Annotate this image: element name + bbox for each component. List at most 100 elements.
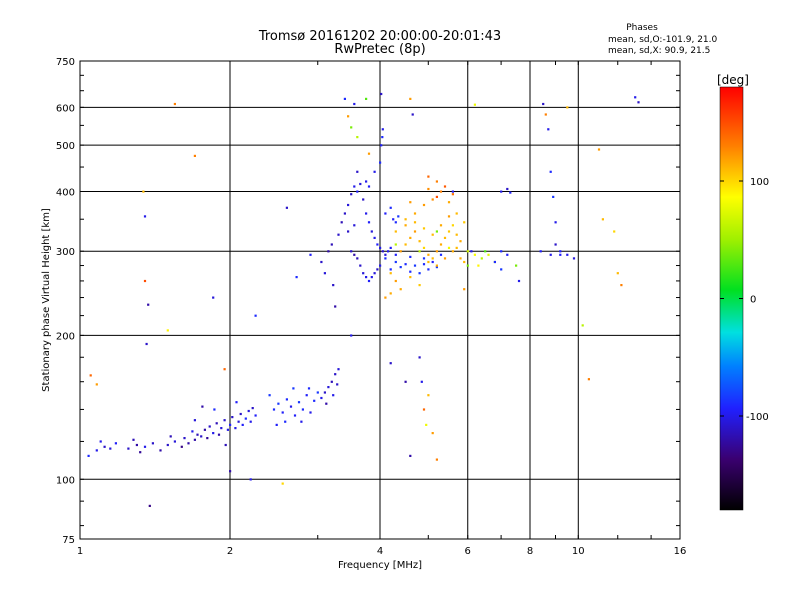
data-point [193,419,196,422]
data-point [249,420,252,423]
data-point [293,414,297,417]
data-point [343,212,346,215]
data-point [500,190,503,193]
data-point [404,243,407,246]
data-point [634,96,637,99]
data-point [362,198,365,201]
plot-grid [80,61,680,539]
x-tick-label: 4 [377,546,383,557]
data-point [295,276,298,279]
data-point [356,190,359,193]
data-point [132,438,135,441]
data-point [597,148,601,151]
data-point [381,250,384,253]
data-point [506,253,509,256]
data-point [353,102,356,106]
data-point [223,419,226,422]
data-point [447,246,451,249]
axis-ticks: 1 2 4 6 8 10 16 75 100 200 300 400 500 600 750 [56,57,686,557]
data-point [226,428,229,431]
data-point [353,185,356,188]
data-point [427,268,430,271]
data-point [330,243,333,246]
data-point [350,334,353,337]
data-point [493,260,496,264]
data-point [451,250,454,253]
data-point [148,504,151,507]
data-point [380,92,383,96]
data-point [427,253,430,256]
data-point [422,257,426,260]
data-point [431,257,434,260]
data-point [251,407,254,410]
data-point [367,221,371,224]
data-point [323,272,326,275]
data-point [413,212,417,215]
data-point [601,218,604,221]
data-point [350,126,353,129]
data-point [350,193,353,196]
data-point [173,440,176,443]
data-point [559,253,562,256]
data-point [356,257,359,260]
data-point [380,144,383,147]
data-point [399,250,402,253]
data-point [389,268,392,271]
data-point [145,342,148,346]
data-point [347,115,350,118]
data-point [281,411,284,414]
data-point [340,221,343,224]
data-point [515,264,518,267]
x-tick-label: 10 [572,546,585,557]
data-point [147,303,150,306]
data-point [285,398,288,401]
data-point [443,185,447,188]
data-point [200,435,203,438]
data-point [379,161,382,164]
data-point [292,387,295,390]
data-point [427,260,430,264]
data-point [237,420,240,423]
data-point [451,190,454,193]
y-tick-label: 200 [56,331,75,342]
data-point [435,180,438,183]
data-point [367,279,371,283]
data-point [215,422,218,425]
data-point [587,378,590,381]
data-point [392,218,395,221]
data-point [203,428,206,431]
data-point [427,175,430,178]
data-point [229,470,232,473]
y-tick-label: 75 [62,535,75,546]
colorbar-tick-label: 100 [750,177,769,188]
data-point [142,190,145,193]
data-point [404,224,407,227]
data-point [362,272,365,275]
colorbar-label: [deg] [717,73,749,87]
data-point [300,420,303,423]
data-point [425,423,428,426]
data-point [394,243,397,246]
data-point [394,253,397,256]
data-point [451,193,454,196]
data-point [365,276,368,279]
data-point [143,215,147,218]
data-point [332,394,335,397]
data-point [404,380,407,383]
data-point [389,362,392,365]
data-point [173,102,176,106]
data-point [297,401,301,404]
data-point [379,246,382,249]
data-point [327,250,330,253]
data-point [549,253,552,256]
data-point [231,416,234,419]
y-tick-label: 750 [56,57,75,68]
data-point [196,433,199,436]
data-point [539,250,542,253]
data-point [394,279,397,283]
data-point [477,264,480,267]
data-point [413,221,417,224]
data-point [275,423,278,426]
data-point [320,260,323,264]
y-tick-label: 500 [56,141,75,152]
